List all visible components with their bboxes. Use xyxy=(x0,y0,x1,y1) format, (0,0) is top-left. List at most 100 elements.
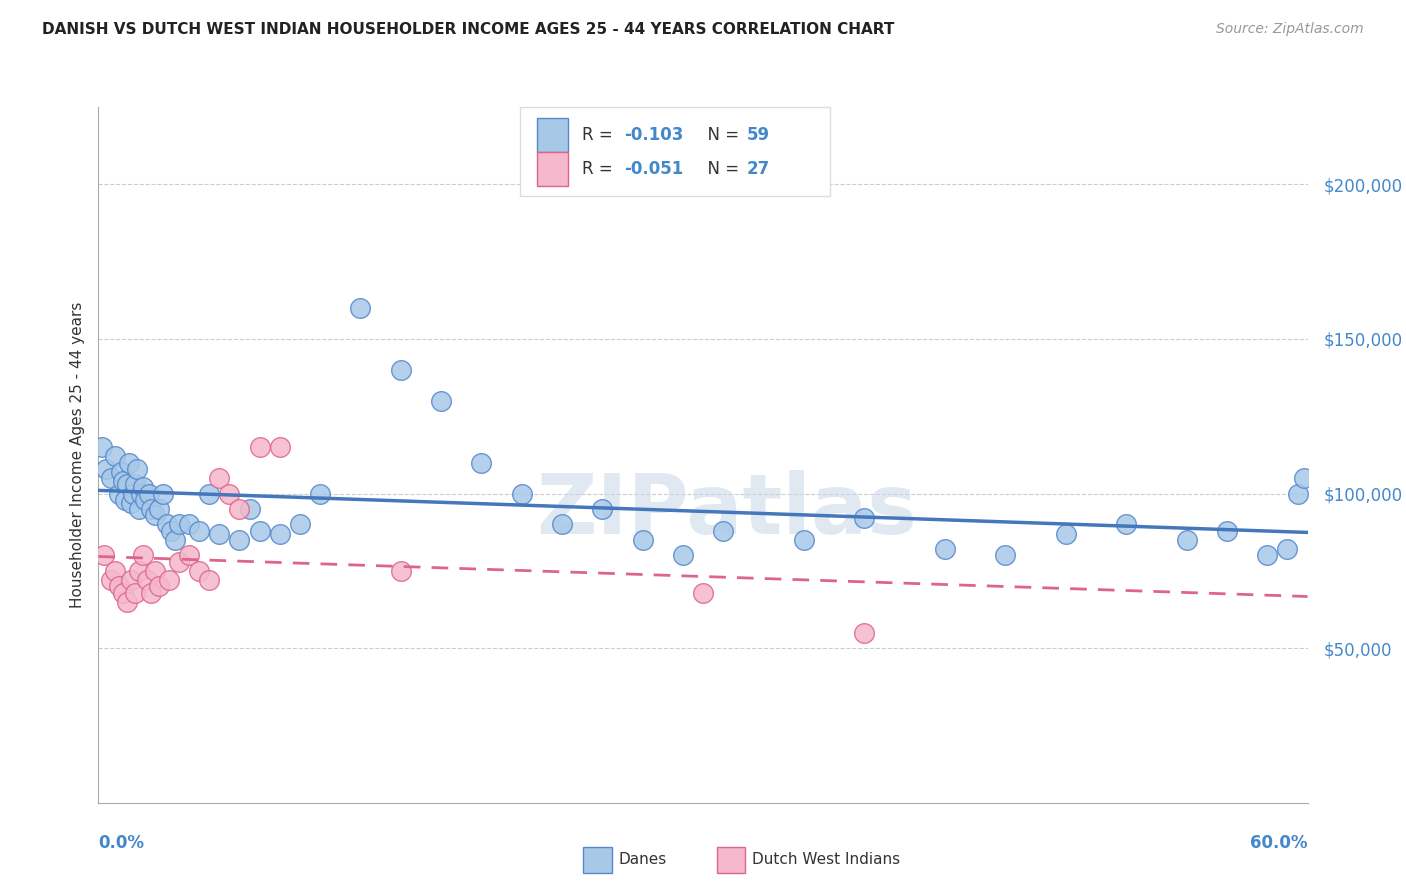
Point xyxy=(120,573,142,587)
Point xyxy=(107,486,129,500)
Point xyxy=(128,564,150,578)
Point xyxy=(208,526,231,541)
Point xyxy=(157,573,180,587)
Point xyxy=(430,393,453,408)
Point xyxy=(93,549,115,563)
Point xyxy=(711,524,734,538)
Point xyxy=(228,533,250,547)
Text: 0.0%: 0.0% xyxy=(98,834,145,852)
Point xyxy=(1115,517,1137,532)
Point xyxy=(148,579,170,593)
Text: Source: ZipAtlas.com: Source: ZipAtlas.com xyxy=(1216,22,1364,37)
Text: DANISH VS DUTCH WEST INDIAN HOUSEHOLDER INCOME AGES 25 - 44 YEARS CORRELATION CH: DANISH VS DUTCH WEST INDIAN HOUSEHOLDER … xyxy=(42,22,894,37)
Text: ZIPatlas: ZIPatlas xyxy=(537,470,918,551)
Point xyxy=(103,450,125,464)
Point xyxy=(994,549,1017,563)
Point xyxy=(132,480,155,494)
Point xyxy=(309,486,332,500)
Point xyxy=(389,564,412,578)
Point xyxy=(124,477,146,491)
Point xyxy=(143,508,166,523)
Point xyxy=(177,549,201,563)
Point xyxy=(853,511,876,525)
Point xyxy=(132,549,155,563)
Point xyxy=(389,363,412,377)
Text: N =: N = xyxy=(697,126,745,144)
Text: 27: 27 xyxy=(747,160,770,178)
Point xyxy=(551,517,574,532)
Point xyxy=(672,549,695,563)
Point xyxy=(139,585,162,599)
Text: Dutch West Indians: Dutch West Indians xyxy=(752,853,900,867)
Point xyxy=(138,486,160,500)
Point xyxy=(156,517,179,532)
Point xyxy=(208,471,231,485)
Point xyxy=(163,533,186,547)
Point xyxy=(120,496,142,510)
Point xyxy=(934,542,956,557)
Point xyxy=(96,462,118,476)
Point xyxy=(100,471,122,485)
Point xyxy=(152,486,174,500)
Point xyxy=(110,465,132,479)
Text: Danes: Danes xyxy=(619,853,666,867)
Text: -0.103: -0.103 xyxy=(624,126,683,144)
Point xyxy=(470,456,492,470)
Point xyxy=(111,585,134,599)
Point xyxy=(288,517,311,532)
Point xyxy=(510,486,533,500)
Point xyxy=(177,517,201,532)
Text: 59: 59 xyxy=(747,126,769,144)
Point xyxy=(188,524,211,538)
Point xyxy=(1292,471,1315,485)
Point xyxy=(239,502,262,516)
Point xyxy=(631,533,654,547)
Point xyxy=(103,564,125,578)
Point xyxy=(129,486,152,500)
Point xyxy=(115,477,138,491)
Point xyxy=(91,440,114,454)
Text: -0.051: -0.051 xyxy=(624,160,683,178)
Point xyxy=(118,456,141,470)
Point xyxy=(121,486,143,500)
Point xyxy=(1277,542,1299,557)
Text: 60.0%: 60.0% xyxy=(1250,834,1308,852)
Point xyxy=(269,440,291,454)
Point xyxy=(218,486,240,500)
Point xyxy=(114,492,136,507)
Point xyxy=(591,502,613,516)
Point xyxy=(125,462,148,476)
Point xyxy=(249,440,271,454)
Point xyxy=(349,301,371,315)
Point xyxy=(160,524,183,538)
Point xyxy=(1286,486,1309,500)
Point xyxy=(249,524,271,538)
Point xyxy=(692,585,714,599)
Point xyxy=(148,502,170,516)
Point xyxy=(107,579,129,593)
Point xyxy=(228,502,250,516)
Point xyxy=(198,486,221,500)
Point xyxy=(198,573,221,587)
Point xyxy=(135,573,157,587)
Text: N =: N = xyxy=(697,160,745,178)
Point xyxy=(115,595,138,609)
Point xyxy=(269,526,291,541)
Y-axis label: Householder Income Ages 25 - 44 years: Householder Income Ages 25 - 44 years xyxy=(69,301,84,608)
Point xyxy=(188,564,211,578)
Point xyxy=(143,564,166,578)
Text: R =: R = xyxy=(582,126,619,144)
Point xyxy=(1054,526,1077,541)
Point xyxy=(139,502,162,516)
Point xyxy=(793,533,815,547)
Point xyxy=(167,517,190,532)
Point xyxy=(124,585,146,599)
Point xyxy=(1256,549,1278,563)
Point xyxy=(167,555,190,569)
Text: R =: R = xyxy=(582,160,619,178)
Point xyxy=(1216,524,1239,538)
Point xyxy=(111,474,134,488)
Point xyxy=(128,502,150,516)
Point xyxy=(1175,533,1198,547)
Point xyxy=(134,492,156,507)
